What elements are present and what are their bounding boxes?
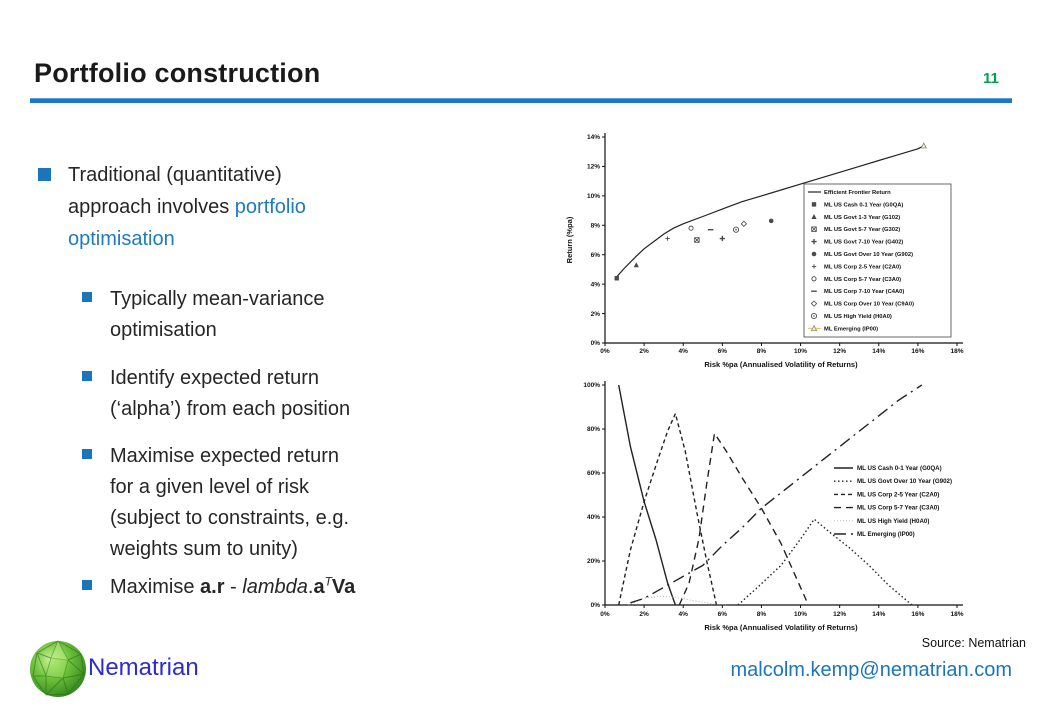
sub-bullet-identify-alpha: Identify expected return (‘alpha’) from … [110,367,351,420]
svg-text:Return (%pa): Return (%pa) [565,216,574,263]
nematrian-logo-icon [30,640,86,697]
svg-text:12%: 12% [587,164,600,171]
svg-text:18%: 18% [950,611,963,618]
bullet-square-icon [82,292,92,302]
svg-text:16%: 16% [911,348,924,355]
sub-bullet-mean-variance: Typically mean-variance optimisation [110,288,325,341]
formula-transpose: T [324,574,332,589]
portfolio-weights-chart: 0% 2% 4% 6% 8% 10% 12% 14% 16% 18% 0% 20% 40% 60% 80% 1… [583,381,964,632]
bullet-square-icon [38,168,51,181]
svg-text:ML US Govt Over 10 Year (G902): ML US Govt Over 10 Year (G902) [857,478,952,485]
svg-text:14%: 14% [587,134,600,141]
formula-separator: - [224,576,243,598]
svg-text:Efficient Frontier Return: Efficient Frontier Return [824,190,891,196]
svg-text:ML Emerging (IP00): ML Emerging (IP00) [857,531,915,538]
svg-text:18%: 18% [950,348,963,355]
sub-bullet-formula: Maximise a.r - lambda.aTVa [110,572,490,603]
svg-text:ML Emerging (IP00): ML Emerging (IP00) [824,326,878,332]
svg-text:0%: 0% [600,348,610,355]
nematrian-wordmark: Nematrian [88,654,199,681]
formula-ar: a.r [200,576,225,598]
svg-text:14%: 14% [872,611,885,618]
svg-text:80%: 80% [587,426,600,433]
bullet-square-icon [82,580,92,590]
svg-text:4%: 4% [679,611,689,618]
svg-text:100%: 100% [583,382,600,389]
svg-text:8%: 8% [757,348,767,355]
svg-text:ML US Corp 2-5 Year (C2A0): ML US Corp 2-5 Year (C2A0) [857,491,939,498]
svg-text:ML US Govt 5-7 Year (G302): ML US Govt 5-7 Year (G302) [824,227,900,233]
svg-text:12%: 12% [833,348,846,355]
svg-text:2%: 2% [591,311,601,318]
bullet-traditional-approach: Traditional (quantitative) approach invo… [68,159,398,255]
svg-text:2%: 2% [639,611,649,618]
sub-bullet-maximise-return: Maximise expected return for a given lev… [110,445,350,560]
svg-text:Risk %pa (Annualised Volatilit: Risk %pa (Annualised Volatility of Retur… [704,360,858,369]
bullet-square-icon [82,449,92,459]
portfolio-optimisation-link[interactable]: portfolio optimisation [68,196,306,250]
svg-text:6%: 6% [718,611,728,618]
svg-text:10%: 10% [587,193,600,200]
svg-text:6%: 6% [591,252,601,259]
svg-text:ML US Cash 0-1 Year (G0QA): ML US Cash 0-1 Year (G0QA) [857,465,942,472]
svg-text:40%: 40% [587,514,600,521]
svg-text:10%: 10% [794,348,807,355]
svg-text:ML US Corp Over 10 Year (C9A0): ML US Corp Over 10 Year (C9A0) [824,302,914,308]
svg-text:ML US Corp 5-7 Year (C3A0): ML US Corp 5-7 Year (C3A0) [824,277,901,283]
svg-text:14%: 14% [872,348,885,355]
svg-text:0%: 0% [600,611,610,618]
formula-a: a [313,576,325,598]
email-link[interactable]: malcolm.kemp@nematrian.com [730,659,1013,681]
svg-text:4%: 4% [591,281,601,288]
svg-text:60%: 60% [587,470,600,477]
svg-text:ML US Govt 7-10 Year (G402): ML US Govt 7-10 Year (G402) [824,240,903,246]
svg-text:0%: 0% [591,602,601,609]
svg-text:ML US Cash 0-1 Year (G0QA): ML US Cash 0-1 Year (G0QA) [824,202,903,208]
svg-text:8%: 8% [591,222,601,229]
formula-dot: . [307,576,314,598]
page-number: 11 [983,70,999,87]
svg-text:10%: 10% [794,611,807,618]
page-title: Portfolio construction [34,58,321,88]
bullet-text: Traditional (quantitative) approach invo… [68,164,282,218]
svg-text:ML US Corp 5-7 Year (C3A0): ML US Corp 5-7 Year (C3A0) [857,505,939,512]
svg-text:ML US High Yield (H0A0): ML US High Yield (H0A0) [824,314,892,320]
svg-text:8%: 8% [757,611,767,618]
svg-text:ML US Corp 7-10 Year (C4A0): ML US Corp 7-10 Year (C4A0) [824,289,904,295]
source-label: Source: Nematrian [921,636,1026,650]
efficient-frontier-chart: 0% 2% 4% 6% 8% 10% 12% 14% 16% 18% 0% 2% 4% 6% 8% 10% 12… [565,133,964,369]
svg-text:ML US High Yield (H0A0): ML US High Yield (H0A0) [857,518,929,525]
title-divider [30,98,1012,103]
svg-text:6%: 6% [718,348,728,355]
svg-text:16%: 16% [911,611,924,618]
svg-text:ML US Govt Over 10 Year (G902): ML US Govt Over 10 Year (G902) [824,252,913,258]
svg-text:Risk %pa (Annualised Volatilit: Risk %pa (Annualised Volatility of Retur… [704,623,858,632]
svg-text:4%: 4% [679,348,689,355]
svg-text:20%: 20% [587,558,600,565]
formula-prefix: Maximise [110,576,201,598]
svg-text:ML US Govt 1-3 Year (G102): ML US Govt 1-3 Year (G102) [824,215,900,221]
svg-text:ML US Corp 2-5 Year (C2A0): ML US Corp 2-5 Year (C2A0) [824,264,901,270]
bullet-square-icon [82,371,92,381]
svg-text:0%: 0% [591,340,601,347]
svg-text:12%: 12% [833,611,846,618]
formula-Va: Va [331,576,356,598]
svg-text:2%: 2% [639,348,649,355]
formula-lambda: lambda [242,576,308,598]
